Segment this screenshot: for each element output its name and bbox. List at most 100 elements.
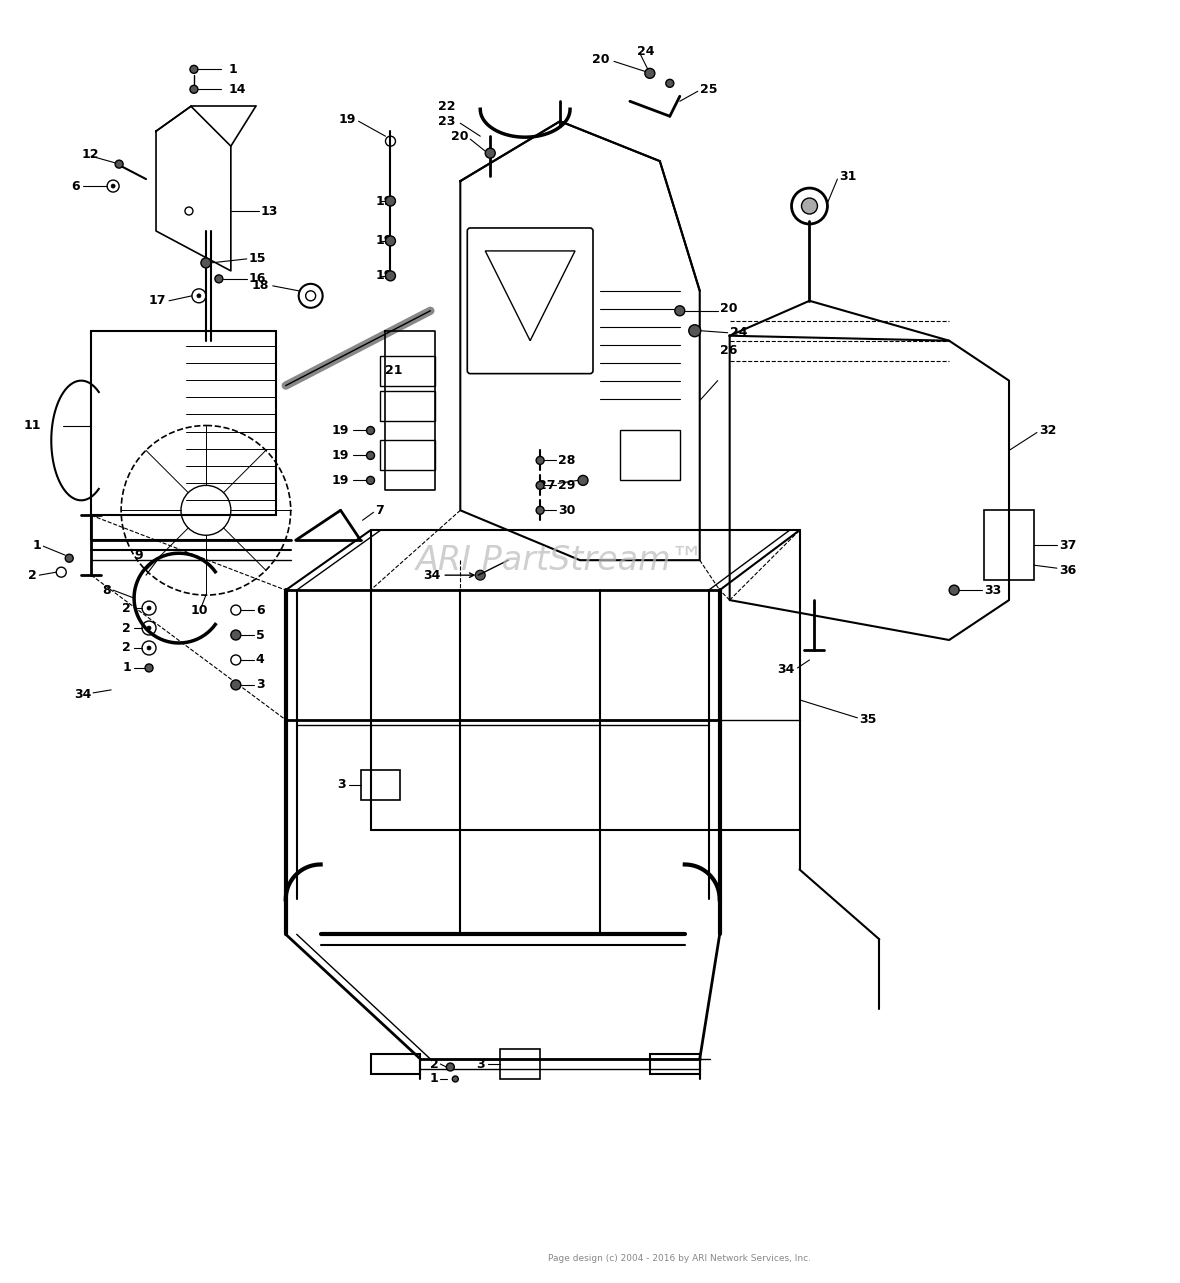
- Text: 27: 27: [538, 479, 555, 491]
- Text: 19: 19: [332, 423, 348, 438]
- Circle shape: [666, 80, 674, 87]
- Text: 15: 15: [249, 253, 267, 266]
- Circle shape: [111, 183, 116, 189]
- Bar: [91, 331, 276, 516]
- Text: 2: 2: [430, 1057, 438, 1070]
- Circle shape: [536, 481, 544, 489]
- Text: ARI PartStream™: ARI PartStream™: [415, 544, 704, 576]
- Text: 36: 36: [1058, 563, 1076, 576]
- Circle shape: [190, 85, 198, 94]
- Text: 29: 29: [558, 479, 576, 491]
- Circle shape: [190, 65, 198, 73]
- Text: 22: 22: [438, 100, 455, 113]
- Text: 3: 3: [256, 679, 264, 692]
- Text: 24: 24: [637, 45, 655, 58]
- Text: 2: 2: [123, 642, 131, 654]
- Bar: [380, 440, 435, 471]
- Circle shape: [231, 630, 241, 640]
- Circle shape: [201, 258, 211, 268]
- Text: 16: 16: [249, 272, 267, 285]
- Text: 33: 33: [984, 584, 1002, 597]
- Text: 13: 13: [261, 204, 278, 218]
- Circle shape: [485, 148, 496, 158]
- Text: Page design (c) 2004 - 2016 by ARI Network Services, Inc.: Page design (c) 2004 - 2016 by ARI Netwo…: [549, 1253, 812, 1262]
- Circle shape: [145, 663, 153, 672]
- Circle shape: [386, 196, 395, 207]
- Text: 20: 20: [592, 53, 610, 65]
- Text: 1: 1: [123, 662, 131, 675]
- Text: 34: 34: [74, 689, 91, 702]
- Circle shape: [675, 305, 684, 316]
- Text: 30: 30: [558, 504, 576, 517]
- Circle shape: [148, 606, 151, 611]
- Text: 25: 25: [700, 83, 717, 96]
- Text: 19: 19: [375, 195, 393, 208]
- Text: 23: 23: [438, 114, 455, 128]
- Circle shape: [578, 476, 588, 485]
- Text: 28: 28: [558, 454, 576, 467]
- Circle shape: [148, 645, 151, 650]
- Circle shape: [367, 476, 374, 485]
- Text: 1: 1: [33, 539, 41, 552]
- Bar: [361, 770, 400, 799]
- Bar: [380, 355, 435, 386]
- Text: 1: 1: [430, 1073, 438, 1085]
- Text: 3: 3: [337, 779, 346, 792]
- Circle shape: [215, 275, 223, 282]
- Bar: [371, 1055, 420, 1074]
- Circle shape: [801, 198, 818, 214]
- Text: 32: 32: [1038, 423, 1056, 438]
- Text: 3: 3: [477, 1057, 485, 1070]
- Text: 2: 2: [123, 621, 131, 635]
- Text: 6: 6: [256, 603, 264, 617]
- Text: 18: 18: [251, 280, 269, 293]
- Text: 19: 19: [375, 269, 393, 282]
- Text: 8: 8: [103, 584, 111, 597]
- Text: 26: 26: [720, 344, 738, 357]
- Circle shape: [446, 1064, 454, 1071]
- Circle shape: [367, 452, 374, 459]
- Text: 10: 10: [191, 603, 209, 617]
- Circle shape: [536, 457, 544, 464]
- Text: 34: 34: [778, 663, 794, 676]
- Circle shape: [452, 1076, 458, 1082]
- Text: 21: 21: [386, 364, 404, 377]
- Text: 14: 14: [229, 83, 247, 96]
- Circle shape: [386, 271, 395, 281]
- Circle shape: [536, 507, 544, 514]
- Circle shape: [689, 325, 701, 336]
- Text: 9: 9: [135, 549, 143, 562]
- Circle shape: [148, 626, 151, 630]
- Text: 12: 12: [81, 148, 99, 160]
- Circle shape: [65, 554, 73, 562]
- Text: 5: 5: [256, 629, 264, 642]
- Bar: [380, 390, 435, 421]
- Text: 20: 20: [451, 130, 468, 142]
- Text: 31: 31: [839, 169, 857, 182]
- Text: 7: 7: [375, 504, 385, 517]
- Text: 19: 19: [339, 113, 355, 126]
- Text: 19: 19: [332, 449, 348, 462]
- Text: 19: 19: [375, 235, 393, 248]
- Text: 11: 11: [24, 420, 41, 432]
- Text: 2: 2: [123, 602, 131, 615]
- Text: 19: 19: [332, 473, 348, 486]
- Circle shape: [197, 294, 201, 298]
- Circle shape: [116, 160, 123, 168]
- Text: 4: 4: [256, 653, 264, 666]
- Text: 1: 1: [229, 63, 237, 76]
- Bar: [620, 431, 680, 480]
- Circle shape: [231, 680, 241, 690]
- Circle shape: [386, 236, 395, 246]
- Circle shape: [476, 570, 485, 580]
- Text: 6: 6: [71, 180, 80, 192]
- Text: 37: 37: [1058, 539, 1076, 552]
- Text: 24: 24: [729, 326, 747, 339]
- Circle shape: [367, 426, 374, 435]
- Text: 35: 35: [859, 713, 877, 726]
- Bar: [650, 1055, 700, 1074]
- Text: 34: 34: [422, 568, 440, 581]
- Bar: [984, 511, 1034, 580]
- Text: 2: 2: [27, 568, 37, 581]
- Circle shape: [645, 68, 655, 78]
